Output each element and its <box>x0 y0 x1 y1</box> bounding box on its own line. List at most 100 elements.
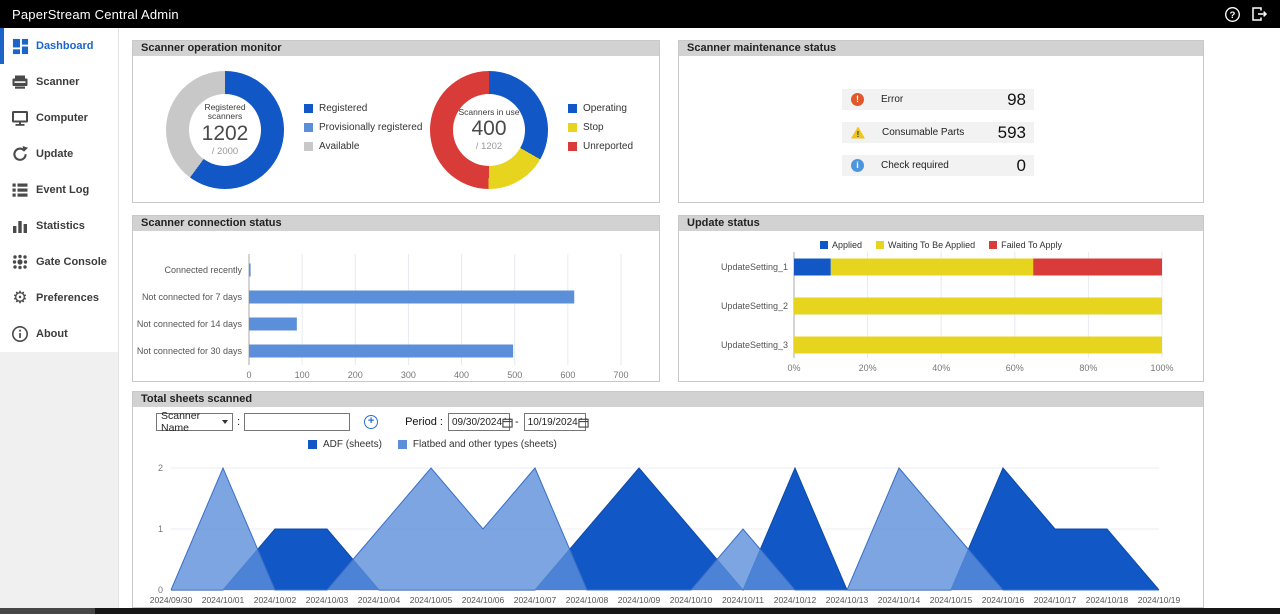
sidebar-item-about[interactable]: About <box>0 316 118 352</box>
colon-label: : <box>237 416 241 428</box>
legend-item: Failed To Apply <box>989 240 1062 250</box>
sidebar-item-update[interactable]: Update <box>0 136 118 172</box>
sheets-chart-legend: ADF (sheets) Flatbed and other types (she… <box>308 439 1203 450</box>
window-edge <box>95 608 1280 614</box>
svg-text:600: 600 <box>560 370 575 380</box>
sheets-area-chart: 0 1 2 2024/09/30 2024/10/01 2024/10/02 2024/10… <box>150 463 1181 605</box>
update-icon <box>11 145 29 163</box>
legend-item: Applied <box>820 240 862 250</box>
donut-center: Registered scanners 1202/ 2000 <box>189 94 261 166</box>
sidebar-item-label: Event Log <box>36 184 90 196</box>
donut-legend: Registered Provisionally registered Availa… <box>304 103 422 189</box>
svg-text:200: 200 <box>348 370 363 380</box>
plus-icon: + <box>367 415 375 427</box>
svg-text:80%: 80% <box>1079 363 1097 373</box>
scanner-filter-input[interactable] <box>244 413 351 431</box>
legend-label: Registered <box>319 103 368 114</box>
svg-text:2024/10/06: 2024/10/06 <box>462 595 505 605</box>
sidebar-item-label: Computer <box>36 112 88 124</box>
legend-label: Operating <box>583 103 627 114</box>
legend-swatch <box>397 440 407 449</box>
period-label: Period : <box>405 416 443 428</box>
donut-center-value: 400 <box>471 117 507 141</box>
add-filter-button[interactable]: + <box>364 415 379 429</box>
panel-scanner-connection-status: Scanner connection status 0 100 200 300 400 5… <box>132 215 660 382</box>
sidebar-menu: Dashboard Scanner Computer Update Event Log S… <box>0 28 118 352</box>
legend-swatch <box>989 241 998 249</box>
svg-text:1: 1 <box>158 524 163 534</box>
status-row-error[interactable]: ! Error 98 <box>842 89 1034 110</box>
svg-text:2024/10/13: 2024/10/13 <box>826 595 869 605</box>
period-to-input[interactable]: 10/19/2024 <box>523 413 589 431</box>
svg-text:2024/09/30: 2024/09/30 <box>150 595 193 605</box>
svg-text:?: ? <box>1230 9 1236 20</box>
panel-title: Scanner operation monitor <box>133 41 659 56</box>
panel-title: Total sheets scanned <box>133 392 1203 407</box>
svg-text:100: 100 <box>295 370 310 380</box>
sidebar-item-label: Statistics <box>36 220 85 232</box>
legend-swatch <box>876 241 885 249</box>
legend-swatch <box>568 142 577 151</box>
legend-item: ADF (sheets) <box>308 439 382 450</box>
status-value: 98 <box>1007 89 1026 109</box>
svg-text:20%: 20% <box>859 363 877 373</box>
svg-text:2024/10/07: 2024/10/07 <box>514 595 557 605</box>
connection-bar-chart: 0 100 200 300 400 500 600 700 Connected recently… <box>137 254 629 380</box>
period-to-value: 10/19/2024 <box>527 416 578 428</box>
warning-icon: ! <box>851 126 865 139</box>
maintenance-rows: ! Error 98! Consumable Parts 593 i Check requi… <box>842 89 1034 176</box>
gate-console-icon <box>11 253 29 271</box>
sidebar-item-preferences[interactable]: ⚙ Preferences <box>0 280 118 316</box>
sidebar-item-scanner[interactable]: Scanner <box>0 64 118 100</box>
legend-label: Waiting To Be Applied <box>888 240 976 250</box>
status-row-consumable-parts[interactable]: ! Consumable Parts 593 <box>842 122 1034 143</box>
panel-scanner-operation-monitor: Scanner operation monitor Registered sca… <box>132 40 660 203</box>
preferences-icon: ⚙ <box>12 288 28 307</box>
legend-item: Stop <box>568 122 633 133</box>
donut-group: Registered scanners 1202/ 2000 Registered P… <box>133 71 422 189</box>
status-row-check-required[interactable]: i Check required 0 <box>842 155 1034 176</box>
sidebar-item-statistics[interactable]: Statistics <box>0 208 118 244</box>
status-label: Consumable Parts <box>882 127 965 138</box>
logout-icon[interactable] <box>1250 5 1268 23</box>
calendar-icon <box>578 417 589 428</box>
help-icon[interactable]: ? <box>1224 6 1241 23</box>
donut-legend: Operating Stop Unreported <box>568 103 633 189</box>
window-edge <box>0 608 95 614</box>
statistics-icon <box>11 217 29 235</box>
svg-text:Not connected for 30 days: Not connected for 30 days <box>137 346 243 356</box>
legend-item: Waiting To Be Applied <box>876 240 975 250</box>
status-value: 593 <box>997 122 1026 142</box>
svg-text:400: 400 <box>454 370 469 380</box>
legend-swatch <box>308 440 317 449</box>
svg-text:2024/10/15: 2024/10/15 <box>930 595 973 605</box>
svg-text:2024/10/02: 2024/10/02 <box>254 595 297 605</box>
legend-item: Unreported <box>568 141 633 152</box>
svg-text:100%: 100% <box>1150 363 1173 373</box>
legend-label: Failed To Apply <box>1001 240 1062 250</box>
scanner-filter-select-value: Scanner Name <box>161 410 201 434</box>
svg-text:700: 700 <box>613 370 628 380</box>
sidebar-item-label: Update <box>36 148 74 160</box>
sidebar-item-label: Dashboard <box>36 40 94 52</box>
svg-text:2024/10/16: 2024/10/16 <box>982 595 1025 605</box>
svg-text:60%: 60% <box>1006 363 1024 373</box>
panel-total-sheets-scanned: Total sheets scanned Scanner Name : + Pe… <box>132 391 1204 608</box>
period-from-input[interactable]: 09/30/2024 <box>447 413 513 431</box>
scanner-filter-select[interactable]: Scanner Name <box>156 410 233 434</box>
panel-scanner-maintenance-status: Scanner maintenance status ! Error 98! Cons… <box>678 40 1204 203</box>
status-value: 0 <box>1016 155 1026 175</box>
sidebar-item-dashboard[interactable]: Dashboard <box>0 28 118 64</box>
sidebar-item-gate-console[interactable]: Gate Console <box>0 244 118 280</box>
svg-text:0: 0 <box>158 585 163 595</box>
legend-label: Provisionally registered <box>319 122 423 133</box>
svg-text:2024/10/17: 2024/10/17 <box>1034 595 1077 605</box>
svg-text:2024/10/01: 2024/10/01 <box>202 595 245 605</box>
sidebar-item-computer[interactable]: Computer <box>0 100 118 136</box>
legend-label: Unreported <box>583 141 634 152</box>
status-label: Check required <box>881 160 949 171</box>
sidebar-item-label: Gate Console <box>36 256 107 268</box>
panel-update-status: Update status Applied Waiting To Be Appli… <box>678 215 1204 382</box>
sidebar-item-event-log[interactable]: Event Log <box>0 172 118 208</box>
legend-label: Available <box>319 141 360 152</box>
